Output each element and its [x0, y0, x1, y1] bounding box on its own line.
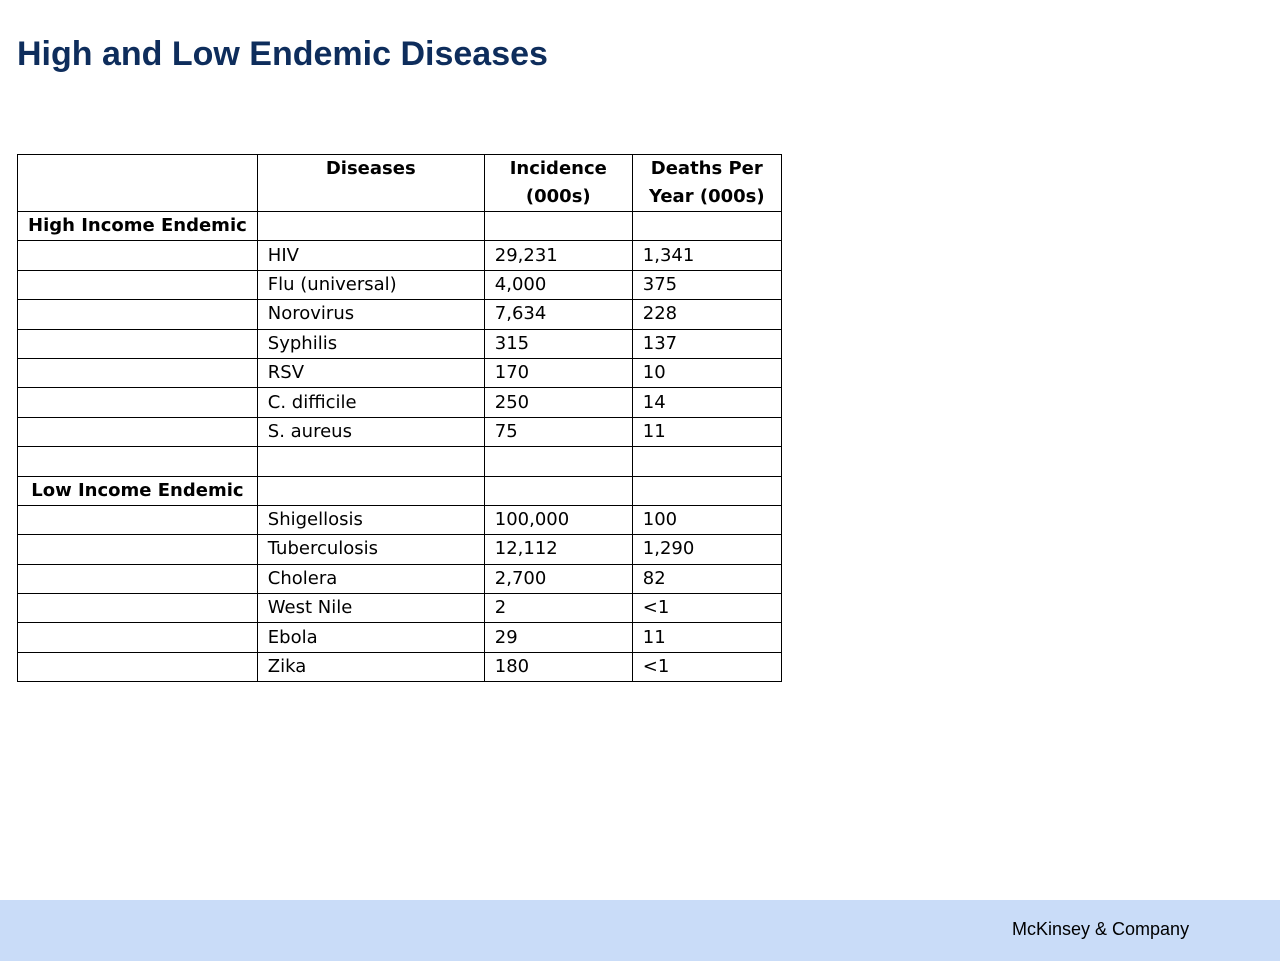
cell-incidence: 100,000 — [483, 504, 633, 536]
cell-incidence — [483, 475, 633, 506]
cell-deaths — [631, 475, 782, 506]
cell-deaths — [631, 446, 782, 477]
cell-group — [17, 593, 258, 624]
table-row: Zika 180 <1 — [17, 651, 782, 683]
table-row: Cholera 2,700 82 — [17, 563, 782, 595]
table-row: High Income Endemic — [17, 210, 782, 242]
cell-disease: Syphilis — [256, 328, 485, 359]
cell-disease: Cholera — [256, 563, 485, 595]
cell-disease: Ebola — [256, 622, 485, 653]
cell-disease: West Nile — [256, 593, 485, 624]
cell-disease: HIV — [256, 240, 485, 271]
cell-disease: S. aureus — [256, 416, 485, 448]
diseases-table-body: Diseases Incidence (000s) Deaths Per Yea… — [17, 154, 782, 683]
cell-disease: Norovirus — [256, 299, 485, 330]
cell-group — [17, 622, 258, 653]
table-row: S. aureus 75 11 — [17, 416, 782, 448]
cell-incidence: 2,700 — [483, 563, 633, 595]
header-deaths: Deaths Per Year (000s) — [631, 154, 782, 212]
cell-deaths: <1 — [631, 593, 782, 624]
table-row: C. difficile 250 14 — [17, 387, 782, 418]
cell-deaths: 82 — [631, 563, 782, 595]
cell-disease — [256, 446, 485, 477]
header-diseases: Diseases — [256, 154, 485, 212]
cell-group — [17, 357, 258, 389]
cell-deaths — [631, 210, 782, 242]
table-row: Ebola 29 11 — [17, 622, 782, 653]
cell-group — [17, 387, 258, 418]
cell-incidence: 12,112 — [483, 534, 633, 565]
cell-group: High Income Endemic — [17, 210, 258, 242]
cell-group: Low Income Endemic — [17, 475, 258, 506]
cell-deaths: 14 — [631, 387, 782, 418]
cell-incidence: 7,634 — [483, 299, 633, 330]
cell-incidence: 250 — [483, 387, 633, 418]
cell-incidence — [483, 446, 633, 477]
cell-group — [17, 504, 258, 536]
table-row: Shigellosis 100,000 100 — [17, 504, 782, 536]
table-row: HIV 29,231 1,341 — [17, 240, 782, 271]
cell-group — [17, 416, 258, 448]
cell-disease: Tuberculosis — [256, 534, 485, 565]
cell-deaths: 11 — [631, 416, 782, 448]
cell-group — [17, 534, 258, 565]
cell-incidence: 170 — [483, 357, 633, 389]
page-title: High and Low Endemic Diseases — [17, 35, 548, 73]
cell-disease: Zika — [256, 651, 485, 683]
footer-band — [0, 900, 1280, 961]
cell-incidence: 180 — [483, 651, 633, 683]
cell-deaths: 228 — [631, 299, 782, 330]
cell-deaths: 137 — [631, 328, 782, 359]
cell-group — [17, 240, 258, 271]
cell-disease: RSV — [256, 357, 485, 389]
cell-incidence: 29 — [483, 622, 633, 653]
cell-deaths: 375 — [631, 269, 782, 301]
cell-deaths: 11 — [631, 622, 782, 653]
cell-deaths: 1,341 — [631, 240, 782, 271]
cell-group — [17, 328, 258, 359]
cell-disease: Shigellosis — [256, 504, 485, 536]
cell-incidence: 315 — [483, 328, 633, 359]
table-row: Flu (universal) 4,000 375 — [17, 269, 782, 301]
table-header-row: Diseases Incidence (000s) Deaths Per Yea… — [17, 154, 782, 212]
cell-group — [17, 446, 258, 477]
cell-incidence: 4,000 — [483, 269, 633, 301]
table-row: West Nile 2 <1 — [17, 593, 782, 624]
table-row: Syphilis 315 137 — [17, 328, 782, 359]
diseases-table: Diseases Incidence (000s) Deaths Per Yea… — [17, 154, 782, 683]
table-row: Norovirus 7,634 228 — [17, 299, 782, 330]
header-incidence: Incidence (000s) — [483, 154, 633, 212]
cell-group — [17, 299, 258, 330]
cell-incidence: 29,231 — [483, 240, 633, 271]
header-group — [17, 154, 258, 212]
cell-incidence: 75 — [483, 416, 633, 448]
cell-deaths: 10 — [631, 357, 782, 389]
cell-deaths: 1,290 — [631, 534, 782, 565]
table-row: Low Income Endemic — [17, 475, 782, 506]
cell-disease — [256, 475, 485, 506]
cell-deaths: 100 — [631, 504, 782, 536]
cell-group — [17, 651, 258, 683]
cell-incidence — [483, 210, 633, 242]
company-name: McKinsey & Company — [1012, 919, 1190, 939]
cell-incidence: 2 — [483, 593, 633, 624]
cell-deaths: <1 — [631, 651, 782, 683]
cell-disease: C. difficile — [256, 387, 485, 418]
cell-group — [17, 563, 258, 595]
cell-group — [17, 269, 258, 301]
cell-disease: Flu (universal) — [256, 269, 485, 301]
table-row — [17, 446, 782, 477]
cell-disease — [256, 210, 485, 242]
table-row: RSV 170 10 — [17, 357, 782, 389]
table-row: Tuberculosis 12,112 1,290 — [17, 534, 782, 565]
